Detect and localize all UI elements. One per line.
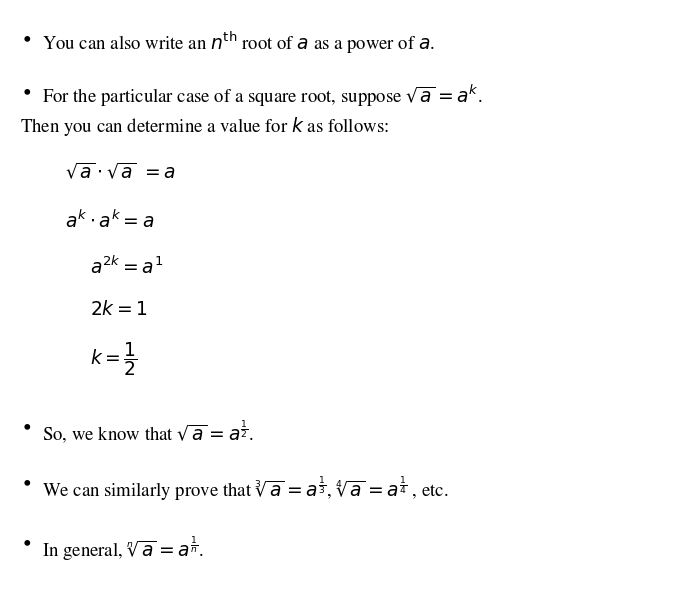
Text: $\bullet$: $\bullet$ xyxy=(20,30,32,47)
Text: $\bullet$: $\bullet$ xyxy=(20,474,32,491)
Text: You can also write an $n^{\mathrm{th}}$ root of $a$ as a power of $a$.: You can also write an $n^{\mathrm{th}}$ … xyxy=(42,30,435,56)
Text: $2k = 1$: $2k = 1$ xyxy=(90,300,148,319)
Text: $\sqrt{a} \cdot \sqrt{a} \ = a$: $\sqrt{a} \cdot \sqrt{a} \ = a$ xyxy=(65,162,176,183)
Text: Then you can determine a value for $k$ as follows:: Then you can determine a value for $k$ a… xyxy=(20,115,389,138)
Text: $a^k \cdot a^k = a$: $a^k \cdot a^k = a$ xyxy=(65,210,155,232)
Text: $\bullet$: $\bullet$ xyxy=(20,534,32,551)
Text: So, we know that $\sqrt{a} = a^{\frac{1}{2}}$.: So, we know that $\sqrt{a} = a^{\frac{1}… xyxy=(42,418,254,445)
Text: $a^{2k} = a^1$: $a^{2k} = a^1$ xyxy=(90,256,163,278)
Text: $k = \dfrac{1}{2}$: $k = \dfrac{1}{2}$ xyxy=(90,340,138,378)
Text: We can similarly prove that $\sqrt[3]{a} = a^{\frac{1}{3}}$, $\sqrt[4]{a} = a^{\: We can similarly prove that $\sqrt[3]{a}… xyxy=(42,474,449,502)
Text: $\bullet$: $\bullet$ xyxy=(20,418,32,435)
Text: In general, $\sqrt[n]{a} = a^{\frac{1}{n}}$.: In general, $\sqrt[n]{a} = a^{\frac{1}{n… xyxy=(42,534,204,563)
Text: $\bullet$: $\bullet$ xyxy=(20,83,32,100)
Text: For the particular case of a square root, suppose $\sqrt{a} = a^k$.: For the particular case of a square root… xyxy=(42,83,482,109)
